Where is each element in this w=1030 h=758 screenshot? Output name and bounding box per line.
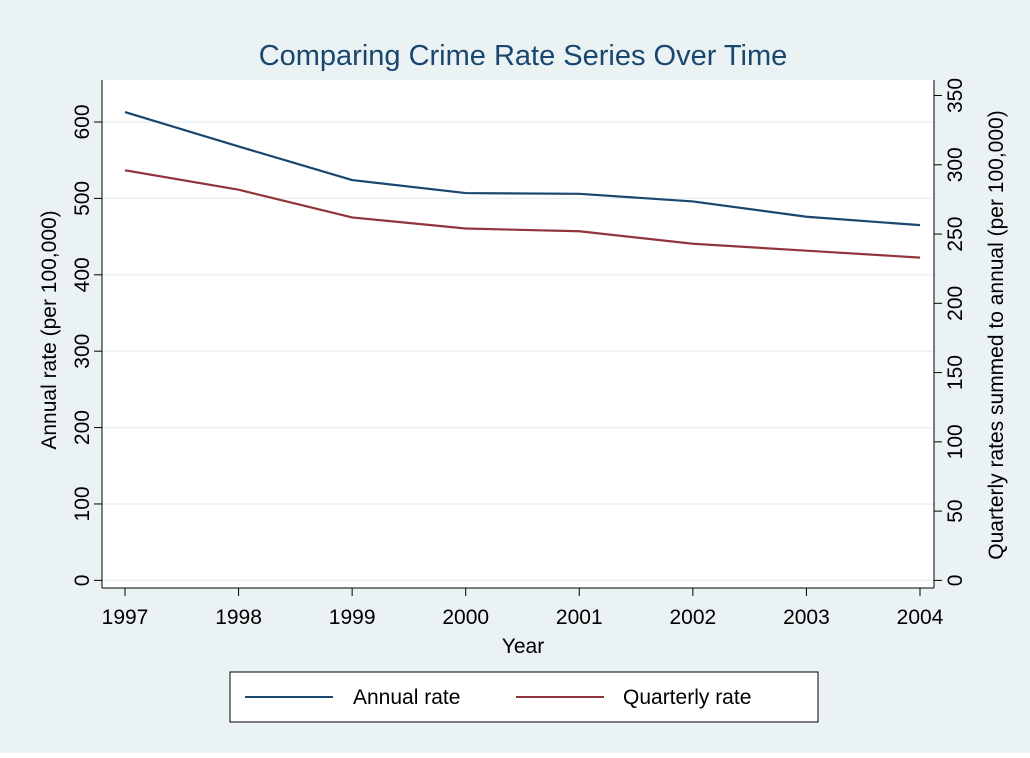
y2-tick-label-0: 0 (944, 575, 967, 587)
y-tick-label-100: 100 (71, 486, 94, 521)
x-tick-label-1999: 1999 (329, 606, 376, 629)
series-line-annual-rate (124, 111, 921, 227)
y2-tick-label-300: 300 (944, 147, 967, 182)
y-tick-label-300: 300 (71, 334, 94, 369)
y-axis-label: Annual rate (per 100,000) (38, 210, 61, 449)
x-tick-label-2004: 2004 (897, 606, 944, 629)
y-tick-label-200: 200 (71, 410, 94, 445)
x-tick-label-2002: 2002 (669, 606, 716, 629)
legend: Annual rate Quarterly rate (229, 671, 819, 723)
y-tick-label-400: 400 (71, 257, 94, 292)
y2-axis-label: Quarterly rates summed to annual (per 10… (985, 110, 1008, 559)
y2-tick-label-150: 150 (944, 355, 967, 390)
legend-label-quarterly-rate: Quarterly rate (623, 686, 751, 709)
y-tick-label-600: 600 (71, 104, 94, 139)
y2-tick-label-50: 50 (944, 499, 967, 522)
series (124, 111, 921, 259)
x-axis-label: Year (502, 635, 544, 658)
y2-tick-label-200: 200 (944, 286, 967, 321)
ticks: 0 100 200 300 400 500 600 0 50 100 150 200 250 300 350… (71, 78, 967, 629)
chart-title: Comparing Crime Rate Series Over Time (259, 40, 788, 72)
x-tick-label-2000: 2000 (442, 606, 489, 629)
x-tick-label-2001: 2001 (556, 606, 603, 629)
legend-label-annual-rate: Annual rate (353, 686, 460, 709)
y2-tick-label-350: 350 (944, 78, 967, 113)
y-tick-label-0: 0 (71, 575, 94, 587)
plot-area (102, 80, 934, 588)
y2-tick-label-100: 100 (944, 424, 967, 459)
y2-tick-label-250: 250 (944, 217, 967, 252)
x-tick-label-1997: 1997 (102, 606, 149, 629)
series-line-quarterly-rate (124, 169, 921, 259)
x-tick-label-1998: 1998 (215, 606, 262, 629)
grid-lines (102, 121, 934, 582)
x-tick-label-2003: 2003 (783, 606, 830, 629)
y-tick-label-500: 500 (71, 181, 94, 216)
